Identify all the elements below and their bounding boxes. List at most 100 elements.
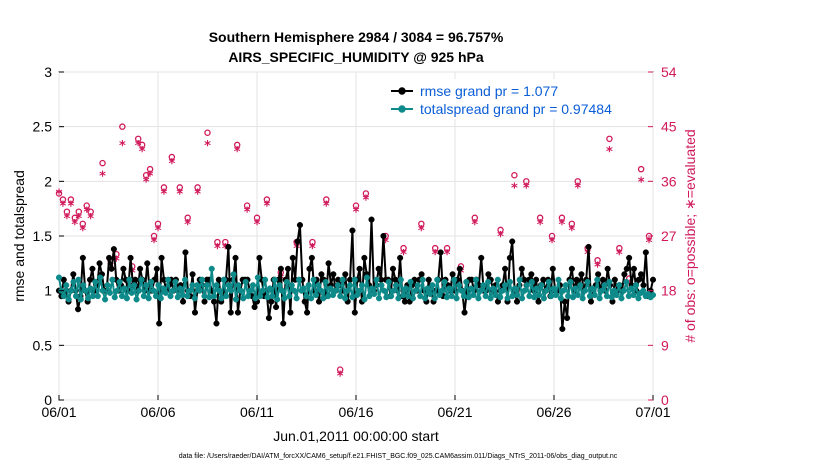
obs-possible-marker <box>616 244 623 252</box>
totalspread-point <box>545 278 552 285</box>
totalspread-point <box>392 282 400 289</box>
rmse-point <box>635 276 642 283</box>
rmse-point <box>273 304 280 311</box>
totalspread-point <box>194 282 201 289</box>
rmse-point <box>277 265 284 272</box>
rmse-point <box>623 265 630 272</box>
totalspread-point <box>582 287 589 294</box>
totalspread-point <box>310 276 317 283</box>
obs-possible-marker <box>119 123 126 130</box>
totalspread-point <box>397 276 404 283</box>
rmse-point <box>225 243 232 250</box>
totalspread-point <box>577 282 584 289</box>
totalspread-point <box>184 293 191 300</box>
totalspread-point <box>109 276 116 283</box>
rmse-point <box>518 265 525 272</box>
totalspread-point <box>506 278 514 285</box>
obs-possible-marker <box>243 202 251 209</box>
obs-possible-marker <box>471 214 479 222</box>
rmse-point <box>342 271 349 278</box>
totalspread-point <box>230 271 237 278</box>
rmse-point <box>284 265 292 272</box>
rmse-point <box>211 298 218 305</box>
rmse-point <box>611 276 618 283</box>
obs-possible-marker <box>67 196 75 203</box>
totalspread-point <box>521 287 528 294</box>
rmse-point <box>201 298 208 305</box>
totalspread-point <box>80 282 87 289</box>
obs-possible-marker <box>418 220 425 228</box>
obs-possible-marker <box>184 214 191 222</box>
y-tick-label-right: 0 <box>661 392 669 408</box>
totalspread-point <box>208 265 215 272</box>
obs-possible-marker <box>63 208 71 215</box>
totalspread-point <box>567 278 574 285</box>
totalspread-point <box>293 295 300 302</box>
x-axis-label: Jun.01,2011 00:00:00 start <box>273 428 439 444</box>
x-tick-label: 06/21 <box>437 404 472 420</box>
obs-possible-marker <box>99 159 106 167</box>
totalspread-point <box>618 295 625 302</box>
totalspread-point <box>463 278 470 285</box>
totalspread-point <box>426 290 434 298</box>
totalspread-point <box>94 293 101 300</box>
obs-evaluated-marker: * <box>559 218 566 233</box>
totalspread-point <box>291 287 298 294</box>
obs-evaluated-marker: * <box>155 224 162 239</box>
rmse-point <box>75 306 82 313</box>
totalspread-point <box>630 291 637 299</box>
totalspread-point <box>480 282 487 289</box>
obs-evaluated-marker: * <box>263 200 270 215</box>
totalspread-point <box>616 282 623 289</box>
totalspread-point <box>601 282 608 289</box>
x-tick-label: 06/11 <box>240 404 274 420</box>
obs-evaluated-marker: * <box>309 242 316 257</box>
totalspread-point <box>395 295 402 302</box>
rmse-point <box>213 320 220 327</box>
rmse-point <box>368 216 375 223</box>
totalspread-point <box>458 287 465 294</box>
totalspread-point <box>511 285 518 292</box>
totalspread-point <box>283 278 290 285</box>
rmse-point <box>549 265 556 272</box>
obs-evaluated-marker: * <box>594 260 601 275</box>
totalspread-point <box>305 282 312 289</box>
totalspread-point <box>286 293 293 300</box>
totalspread-point <box>385 278 392 285</box>
obs-possible-marker <box>168 153 176 161</box>
totalspread-point <box>121 285 128 292</box>
totalspread-point <box>55 274 63 281</box>
rmse-point <box>189 271 196 278</box>
obs-evaluated-marker: * <box>537 218 544 233</box>
totalspread-point <box>599 287 606 294</box>
totalspread-point <box>254 274 261 281</box>
obs-possible-marker <box>511 172 518 179</box>
obs-evaluated-marker: * <box>574 181 581 196</box>
totalspread-point <box>259 287 266 294</box>
rmse-point <box>509 238 516 245</box>
totalspread-point <box>274 296 281 303</box>
totalspread-point <box>434 276 441 283</box>
obs-evaluated-marker: * <box>176 187 183 202</box>
totalspread-point <box>269 293 276 300</box>
totalspread-point <box>133 296 140 303</box>
obs-possible-marker <box>558 214 566 222</box>
obs-possible-marker <box>323 196 330 203</box>
obs-evaluated-marker: * <box>234 145 241 160</box>
totalspread-point <box>167 293 174 300</box>
totalspread-point <box>649 291 657 299</box>
totalspread-point <box>114 287 121 294</box>
totalspread-point <box>288 282 295 289</box>
rmse-point <box>127 254 134 261</box>
x-tick-label: 07/01 <box>635 404 670 420</box>
obs-possible-marker <box>194 184 201 191</box>
obs-possible-marker <box>233 141 241 149</box>
totalspread-point <box>451 276 458 283</box>
totalspread-point <box>317 287 324 294</box>
totalspread-point <box>123 295 130 302</box>
totalspread-point <box>295 276 303 283</box>
rmse-point <box>502 265 509 272</box>
obs-evaluated-marker: * <box>161 187 168 202</box>
obs-evaluated-marker: * <box>362 194 369 209</box>
totalspread-point <box>407 278 414 285</box>
